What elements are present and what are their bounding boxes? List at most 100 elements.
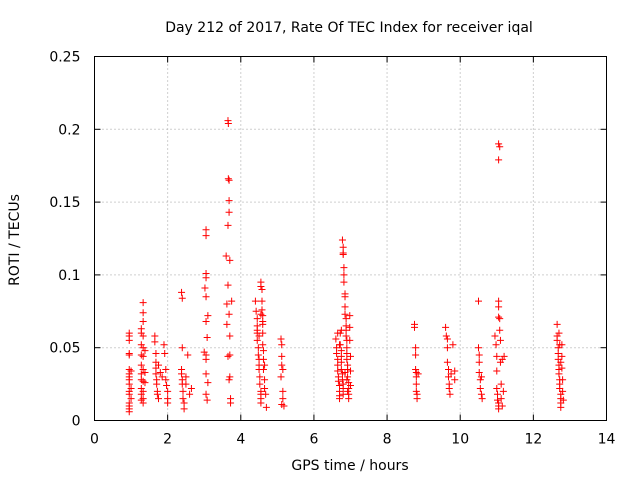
data-point (344, 373, 352, 381)
data-point (228, 297, 236, 305)
data-point (411, 323, 418, 331)
data-point (257, 399, 265, 407)
data-point (178, 288, 186, 296)
data-point (477, 373, 485, 381)
data-point (125, 408, 133, 416)
x-tick-label: 10 (451, 432, 469, 448)
data-point (278, 341, 286, 349)
data-point (259, 317, 267, 325)
data-point (224, 175, 232, 183)
data-point (338, 236, 346, 244)
data-point (223, 300, 231, 308)
data-point (496, 358, 504, 366)
data-point (556, 384, 564, 392)
data-point (137, 329, 145, 337)
data-point (155, 361, 162, 369)
data-point (344, 387, 352, 395)
data-point (553, 320, 561, 328)
data-point (202, 351, 210, 359)
data-point (125, 336, 133, 344)
data-point (253, 326, 261, 334)
data-point (279, 387, 287, 395)
data-point (164, 399, 172, 407)
y-tick-label: 0.25 (49, 50, 80, 66)
data-point (278, 361, 286, 369)
data-point (252, 307, 260, 315)
data-point (443, 358, 451, 366)
data-point (139, 366, 147, 374)
data-point (412, 380, 420, 388)
data-point (256, 380, 264, 388)
data-point (346, 323, 354, 331)
data-point (341, 303, 349, 311)
data-point (553, 336, 561, 344)
data-point (258, 297, 266, 305)
data-point (178, 294, 186, 302)
data-point (555, 370, 563, 378)
data-point (161, 350, 169, 358)
data-point (476, 376, 484, 384)
data-point (497, 380, 505, 388)
plot-frame (94, 56, 607, 421)
y-axis-label: ROTI / TECUs (7, 194, 23, 286)
data-point (259, 347, 267, 355)
data-point (556, 341, 564, 349)
data-point (340, 278, 348, 286)
data-point (499, 387, 507, 395)
data-point (334, 377, 342, 385)
data-point (137, 376, 145, 384)
data-point (413, 395, 421, 403)
data-point (163, 382, 171, 390)
data-point (346, 312, 354, 320)
data-point (152, 370, 160, 378)
data-point (162, 366, 170, 374)
data-point (442, 332, 450, 340)
data-point (446, 390, 454, 398)
data-point (137, 341, 145, 349)
data-point (139, 317, 147, 325)
data-point (254, 344, 262, 352)
data-point (180, 405, 188, 413)
data-point (449, 341, 457, 349)
data-point (202, 274, 210, 282)
x-tick-label: 0 (90, 432, 99, 448)
data-point (125, 390, 133, 398)
data-point (255, 332, 263, 340)
data-point (251, 297, 259, 305)
x-axis-label: GPS time / hours (291, 458, 408, 474)
data-point (141, 368, 149, 376)
data-point (334, 367, 342, 375)
data-point (139, 332, 147, 340)
data-point (412, 351, 420, 359)
data-point (178, 344, 186, 352)
data-point (141, 379, 149, 387)
data-point (495, 303, 503, 311)
data-point (203, 396, 211, 404)
data-point (184, 351, 192, 359)
data-point (475, 368, 483, 376)
data-point (451, 376, 459, 384)
data-point (182, 373, 190, 381)
data-point (155, 395, 162, 403)
data-point (343, 376, 351, 384)
data-point (261, 376, 269, 384)
data-point (224, 281, 232, 289)
data-point (341, 310, 349, 318)
data-point (498, 402, 506, 410)
data-point (475, 297, 482, 305)
data-point (253, 315, 261, 323)
data-point (139, 352, 147, 360)
data-point (204, 312, 212, 320)
data-point (202, 232, 210, 240)
data-point (412, 366, 420, 374)
data-point (495, 405, 503, 413)
x-tick-label: 2 (163, 432, 172, 448)
data-point (494, 396, 502, 404)
data-point (412, 373, 420, 381)
data-point (443, 335, 451, 343)
data-point (224, 352, 232, 360)
data-point (346, 336, 354, 344)
data-point (164, 387, 172, 395)
data-point (254, 351, 262, 359)
